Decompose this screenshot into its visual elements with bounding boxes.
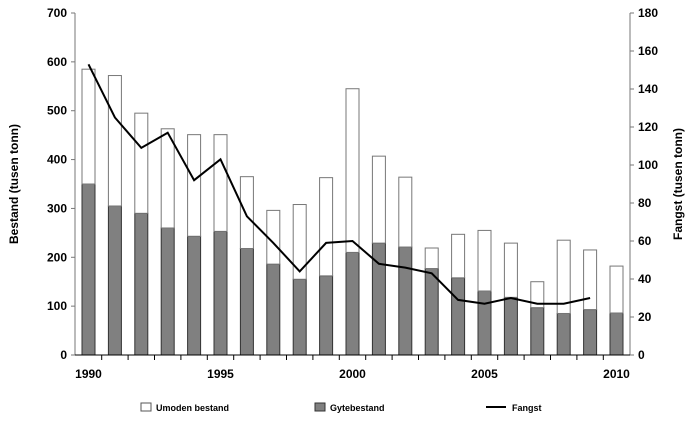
y-right-tick-label: 40 [638,272,652,286]
bar-gytebestand [82,184,95,355]
legend-label-umoden: Umoden bestand [156,403,229,413]
bar-umoden-bestand [320,178,333,276]
bar-gytebestand [240,248,253,355]
bar-umoden-bestand [108,76,121,206]
bar-gytebestand [452,278,465,355]
y-tick-label: 300 [47,201,67,215]
y-right-tick-label: 140 [638,82,658,96]
legend-swatch-umoden [141,403,151,411]
y-right-tick-label: 100 [638,158,658,172]
x-tick-label: 1990 [75,367,102,381]
y-right-tick-label: 120 [638,120,658,134]
bar-gytebestand [399,247,412,355]
bar-gytebestand [478,291,491,355]
bar-gytebestand [425,269,438,355]
x-tick-label: 2000 [339,367,366,381]
legend-label-fangst: Fangst [512,403,542,413]
y-tick-label: 500 [47,104,67,118]
bar-umoden-bestand [240,177,253,249]
x-tick-label: 2010 [603,367,630,381]
y-tick-label: 100 [47,299,67,313]
y-tick-label: 600 [47,55,67,69]
bar-gytebestand [531,308,544,355]
legend: Umoden bestand Gytebestand Fangst [141,403,542,413]
y-right-tick-label: 60 [638,234,652,248]
bar-umoden-bestand [346,89,359,253]
y-tick-label: 0 [60,348,67,362]
bar-gytebestand [346,252,359,355]
bar-umoden-bestand [399,177,412,247]
bar-umoden-bestand [135,113,148,213]
x-tick-label: 2005 [471,367,498,381]
y-right-tick-label: 160 [638,44,658,58]
y-right-tick-label: 0 [638,348,645,362]
bar-umoden-bestand [188,135,201,237]
bar-gytebestand [188,236,201,355]
bar-umoden-bestand [584,250,597,310]
bar-gytebestand [610,313,623,355]
bar-gytebestand [584,310,597,355]
bar-umoden-bestand [452,234,465,277]
bar-umoden-bestand [478,230,491,291]
legend-label-gytebestand: Gytebestand [330,403,385,413]
bar-gytebestand [108,206,121,355]
bar-umoden-bestand [293,205,306,280]
y-right-tick-label: 20 [638,310,652,324]
bar-umoden-bestand [610,266,623,313]
y-tick-label: 200 [47,250,67,264]
bar-umoden-bestand [372,156,385,243]
x-tick-label: 1995 [207,367,234,381]
bar-umoden-bestand [214,135,227,232]
bar-umoden-bestand [504,243,517,297]
y-axis-label: Bestand (tusen tonn) [7,124,21,244]
bar-gytebestand [557,313,570,355]
bar-gytebestand [214,231,227,355]
legend-swatch-gytebestand [315,403,325,411]
y-right-tick-label: 80 [638,196,652,210]
bar-umoden-bestand [82,69,95,184]
bar-umoden-bestand [161,129,174,228]
bar-umoden-bestand [425,248,438,269]
bar-gytebestand [504,297,517,355]
y-axis-right-label: Fangst (tusen tonn) [671,128,685,240]
bar-gytebestand [161,228,174,355]
bar-gytebestand [293,279,306,355]
y-tick-label: 400 [47,153,67,167]
bar-gytebestand [135,213,148,355]
bar-gytebestand [320,276,333,355]
y-right-tick-label: 180 [638,6,658,20]
y-tick-label: 700 [47,6,67,20]
bar-gytebestand [267,264,280,355]
